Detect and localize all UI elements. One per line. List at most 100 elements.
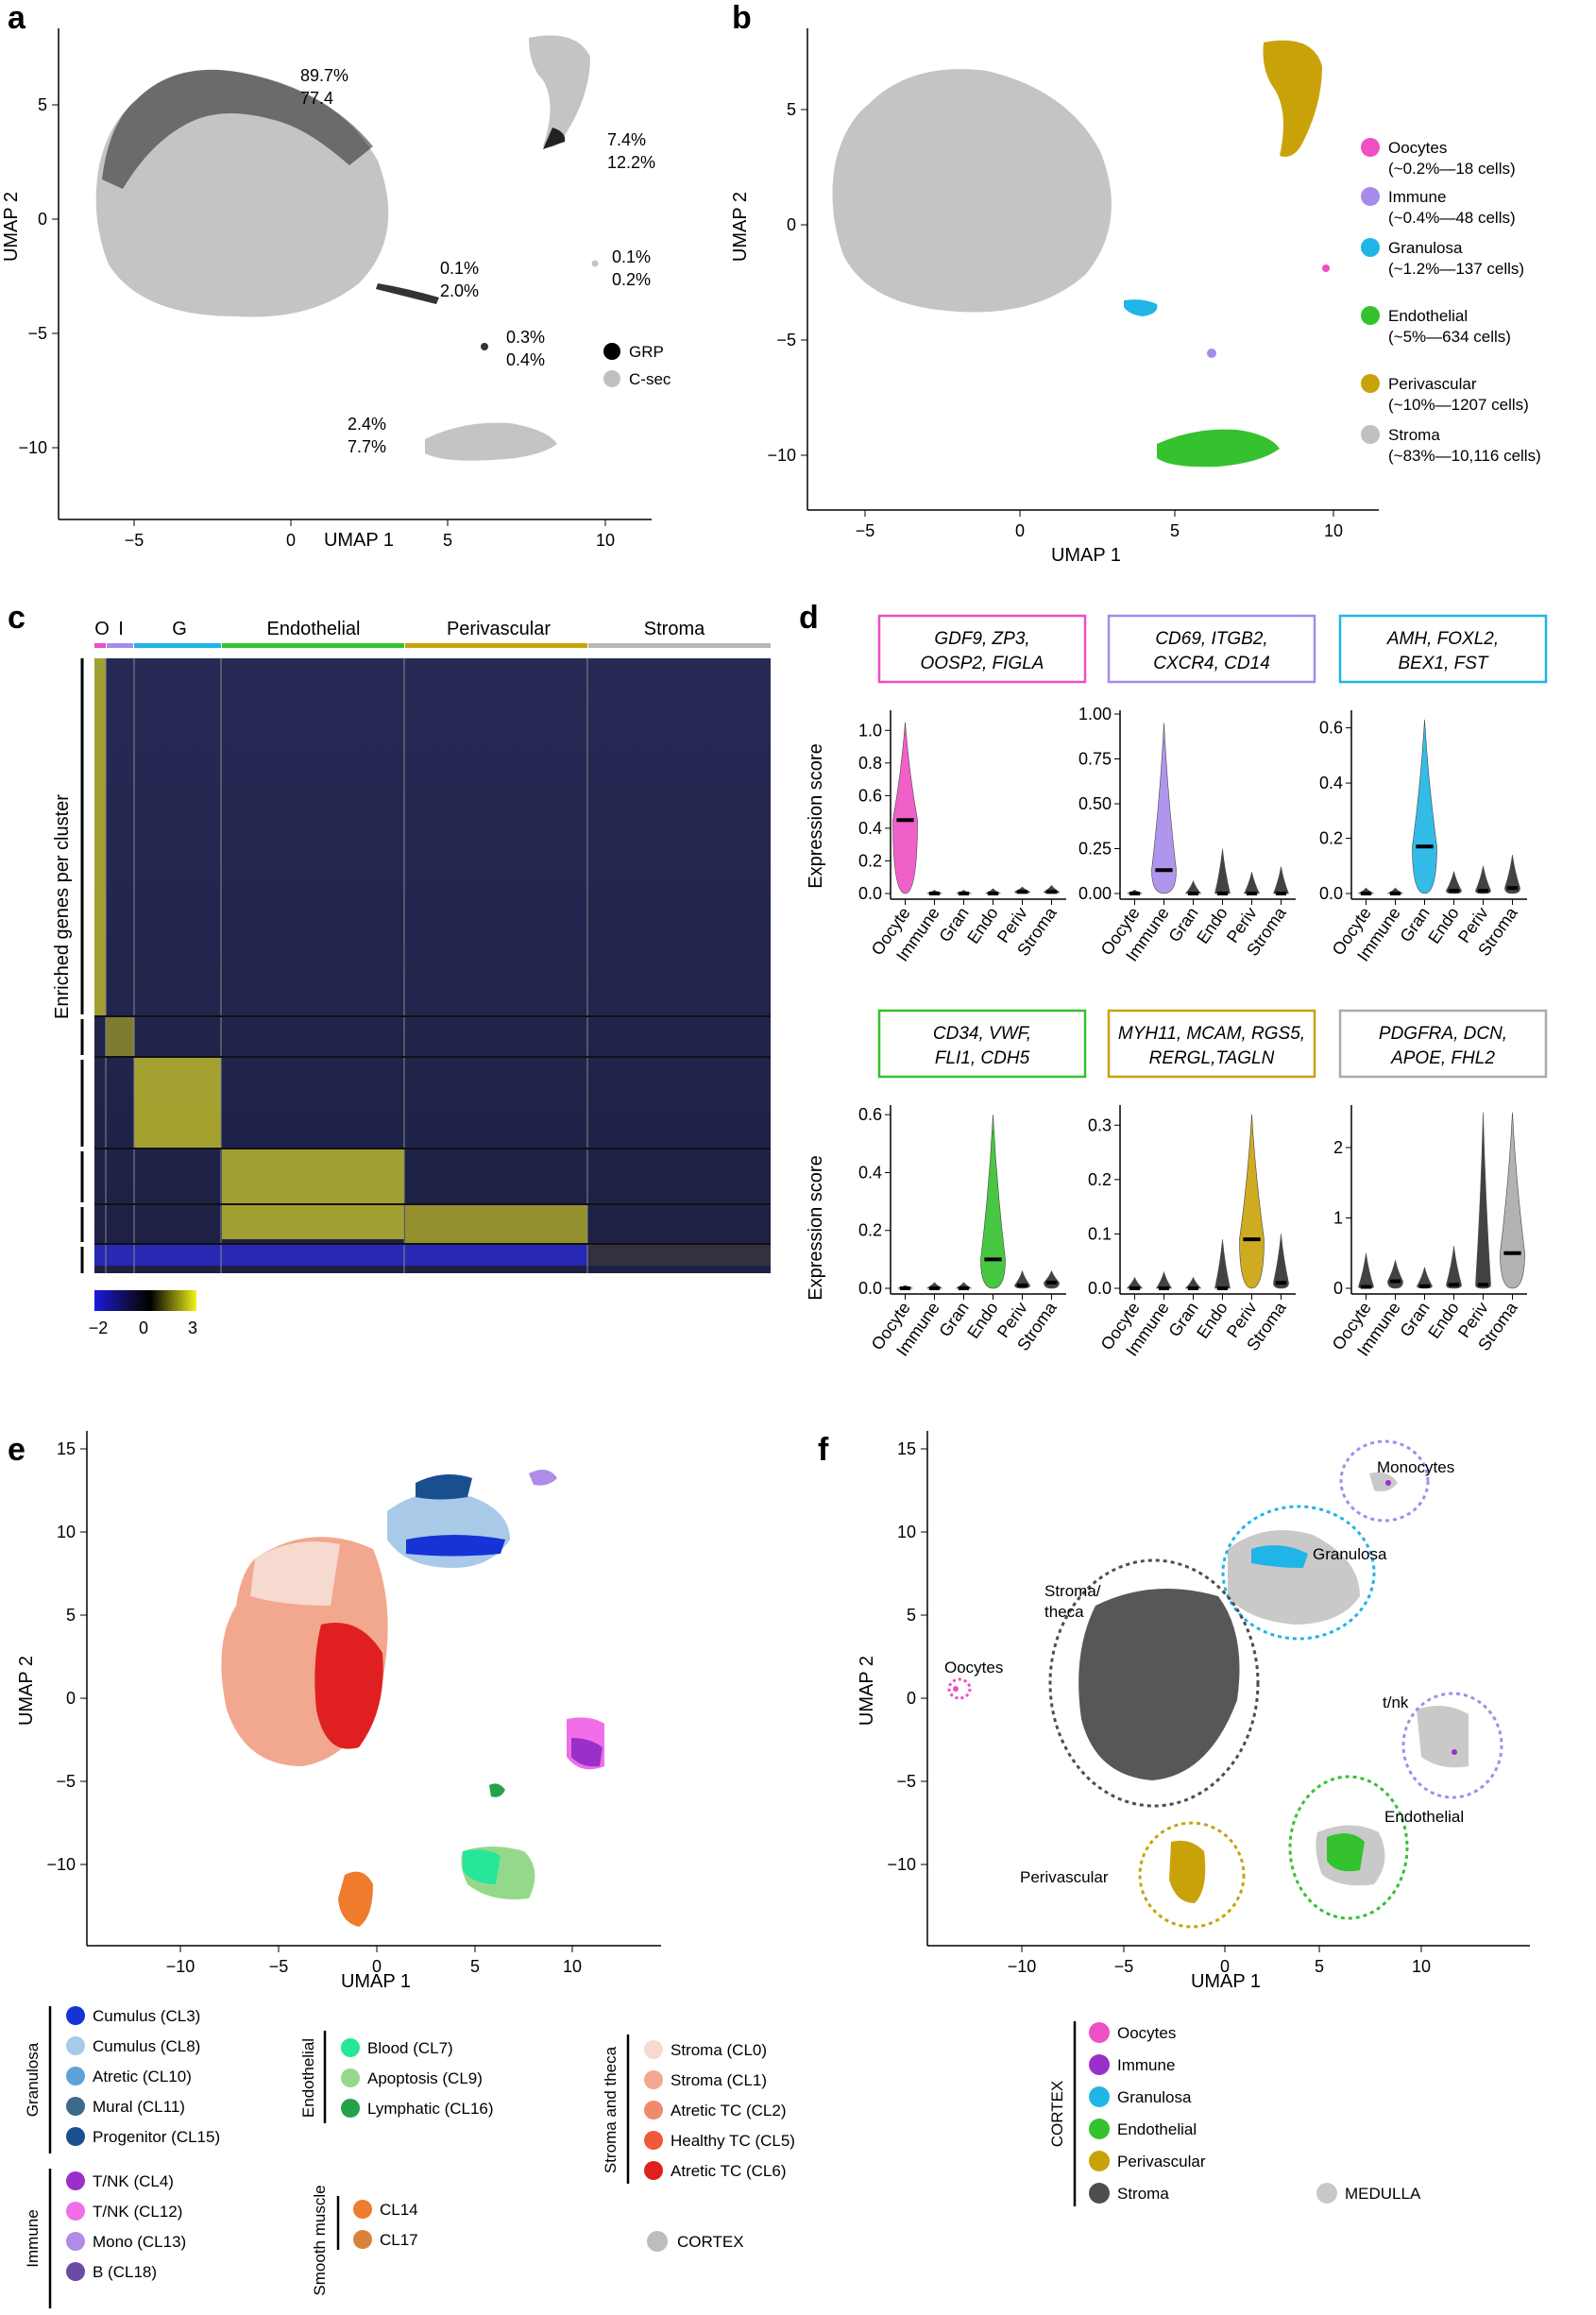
tick-label: 10 [563, 1957, 582, 1976]
legend-swatch [1361, 374, 1380, 393]
tick-label: 0.4 [1319, 774, 1343, 792]
granulosa-circle [1221, 1505, 1376, 1641]
tick-label: 0.4 [858, 1163, 882, 1182]
tick-label: 0.6 [1319, 719, 1343, 738]
legend-swatch [66, 2006, 85, 2025]
legend-label: B (CL18) [93, 2263, 157, 2281]
tick-label: 0 [66, 1689, 76, 1708]
category-label: Endo [1193, 904, 1231, 947]
legend-label: T/NK (CL4) [93, 2172, 174, 2190]
tick-label: 1.00 [1078, 705, 1112, 723]
legend-label: Lymphatic (CL16) [367, 2100, 494, 2118]
panel-e-legend: Granulosa Cumulus (CL3) Cumulus (CL8) At… [24, 2006, 795, 2308]
violin-panel: PDGFRA, DCN,APOE, FHL2012OocyteImmuneGra… [1329, 1009, 1548, 1360]
granulosa-cluster [1124, 299, 1158, 316]
legend-swatch [647, 2231, 668, 2252]
violin [1475, 1112, 1491, 1289]
legend-swatch [1361, 238, 1380, 257]
legend-swatch [644, 2131, 663, 2150]
endothelial-block [222, 1149, 404, 1239]
oocyte-cluster [1322, 264, 1330, 272]
panel-b-xticks: −5 0 5 10 [856, 510, 1343, 540]
legend-swatch [341, 2068, 360, 2087]
legend-label: Perivascular [1117, 2153, 1206, 2170]
legend-detail: (~1.2%—137 cells) [1388, 260, 1524, 278]
gene-label: OOSP2, FIGLA [921, 654, 1044, 673]
lymphatic-cluster [489, 1783, 505, 1797]
legend-swatch [66, 2171, 85, 2190]
panel-a-yticks: 5 0 −5 −10 [18, 95, 59, 457]
colorbar-tick: 3 [188, 1319, 197, 1337]
legend-label: T/NK (CL12) [93, 2203, 182, 2221]
tick-label: −5 [56, 1772, 76, 1791]
legend-group-label: Endothelial [299, 2038, 317, 2118]
legend-label: Stroma (CL0) [671, 2041, 767, 2059]
legend-label: Stroma (CL1) [671, 2071, 767, 2089]
tick-label: 10 [897, 1523, 916, 1541]
legend-label: C-sec [629, 370, 671, 388]
violin [1272, 866, 1290, 894]
tick-label: 0 [372, 1957, 382, 1976]
legend-label: Apoptosis (CL9) [367, 2069, 483, 2087]
endothelial-cluster [1327, 1833, 1365, 1872]
panel-a-annotations: 89.7% 77.4 7.4% 12.2% 0.1% 0.2% 0.1% 2.0… [300, 66, 655, 456]
gene-label: GDF9, ZP3, [934, 629, 1029, 649]
stroma-cluster [832, 69, 1112, 313]
gene-box [1338, 1009, 1548, 1079]
tick-label: 1 [1333, 1208, 1343, 1227]
violin [1475, 865, 1491, 894]
gene-label: AMH, FOXL2, [1386, 629, 1499, 649]
violin [1446, 871, 1462, 894]
panel-c: c O I G Endothelial Perivascular Stroma [8, 600, 771, 1337]
tick-label: 0 [38, 210, 47, 229]
column-bar [222, 643, 404, 648]
tick-label: 5 [1315, 1957, 1324, 1976]
legend-label: CL17 [380, 2231, 418, 2249]
tick-label: 0.25 [1078, 840, 1112, 859]
circle-label: theca [1044, 1603, 1084, 1621]
legend-label: Atretic TC (CL2) [671, 2102, 787, 2119]
violin [1273, 1234, 1289, 1289]
panel-a-ylabel: UMAP 2 [1, 192, 22, 262]
legend-swatch [66, 2127, 85, 2146]
granulosa-cluster [1251, 1545, 1308, 1568]
legend-swatch [66, 2232, 85, 2251]
tick-label: 5 [470, 1957, 480, 1976]
main-cluster-grp [102, 69, 373, 189]
monocytes-medulla [1369, 1472, 1398, 1491]
category-label: Endo [1424, 904, 1463, 947]
granulosa-block [134, 1058, 221, 1148]
legend-swatch [66, 2202, 85, 2221]
legend-label: Endothelial [1388, 307, 1468, 325]
tick-label: 0.3 [1088, 1115, 1112, 1134]
granulosa-streak [376, 283, 439, 304]
panel-e-clusters [221, 1470, 604, 1927]
panel-c-color-bars [94, 643, 771, 648]
panel-a-legend: GRP C-sec [603, 343, 671, 388]
circle-label: Granulosa [1313, 1545, 1387, 1563]
legend-swatch [644, 2070, 663, 2089]
panel-b-yticks: 5 0 −5 −10 [767, 100, 807, 465]
legend-label: Immune [1388, 188, 1446, 206]
legend-label: Granulosa [1388, 239, 1463, 257]
violin-ylabel: Expression score [806, 743, 826, 888]
tick-label: −5 [776, 331, 796, 349]
tick-label: 10 [596, 531, 615, 550]
violin-panel: CD69, ITGB2, CXCR4, CD14 0.00 0.25 0.50 0.75 1… [1078, 614, 1316, 965]
panel-d: d Expression score Expression score GDF9… [799, 600, 1548, 1360]
violin [1412, 719, 1437, 894]
tick-label: −5 [269, 1957, 289, 1976]
legend-swatch [644, 2101, 663, 2119]
tick-label: 0 [787, 215, 796, 234]
violin-panel: MYH11, MCAM, RGS5, RERGL,TAGLN 0.0 0.1 0.2 0.… [1088, 1009, 1316, 1360]
legend-swatch [66, 2036, 85, 2055]
annotation: 2.0% [440, 281, 479, 300]
legend-label: MEDULLA [1345, 2185, 1421, 2203]
legend-swatch [1361, 425, 1380, 444]
circle-label: Oocytes [944, 1659, 1003, 1677]
category-label: Endo [963, 1299, 1002, 1342]
legend-swatch [1361, 138, 1380, 157]
violin [1214, 848, 1231, 894]
panel-a: a −5 0 5 10 5 0 −5 −10 UMAP 1 UMAP 2 [1, 0, 671, 551]
tick-label: −10 [767, 446, 796, 465]
